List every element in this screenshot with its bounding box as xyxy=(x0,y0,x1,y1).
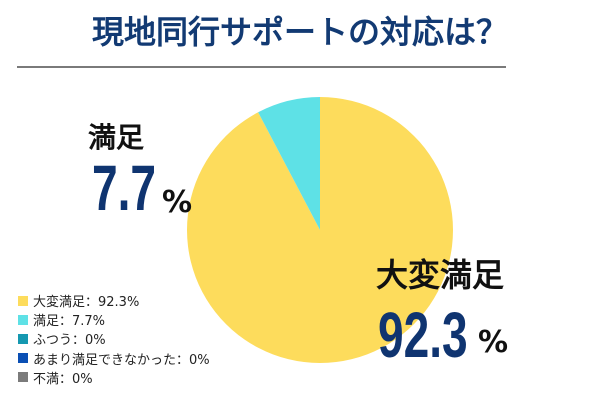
legend-item: ふつう：0% xyxy=(18,329,210,348)
legend-label: あまり満足できなかった：0% xyxy=(33,352,210,368)
callout-satisfied-label: 満足 xyxy=(88,121,145,154)
legend-label: ふつう：0% xyxy=(33,333,106,349)
callout-satisfied-value: 7.7 xyxy=(92,152,157,224)
legend-swatch xyxy=(18,295,28,306)
legend-item: 満足：7.7% xyxy=(18,310,210,329)
legend-label: 不満：0% xyxy=(33,371,93,387)
callout-satisfied-unit: % xyxy=(162,185,193,220)
legend-label: 満足：7.7% xyxy=(33,314,106,330)
title-divider xyxy=(17,66,506,68)
pie-slice xyxy=(187,97,453,363)
legend-item: 不満：0% xyxy=(18,368,210,387)
legend-swatch xyxy=(18,353,28,364)
pie-chart xyxy=(187,97,453,363)
legend-swatch xyxy=(18,333,28,344)
legend-item: 大変満足：92.3% xyxy=(18,291,210,310)
callout-very-satisfied-label: 大変満足 xyxy=(376,256,505,294)
callout-very-satisfied-unit: % xyxy=(478,325,509,360)
legend-item: あまり満足できなかった：0% xyxy=(18,349,210,368)
chart-legend: 大変満足：92.3% 満足：7.7% ふつう：0% あまり満足できなかった：0%… xyxy=(18,291,210,387)
pie-slice xyxy=(258,97,320,230)
legend-swatch xyxy=(18,314,28,325)
legend-label: 大変満足：92.3% xyxy=(33,295,140,311)
chart-title: 現地同行サポートの対応は？ xyxy=(91,13,508,51)
legend-swatch xyxy=(18,372,28,383)
callout-very-satisfied-value: 92.3 xyxy=(378,299,468,371)
